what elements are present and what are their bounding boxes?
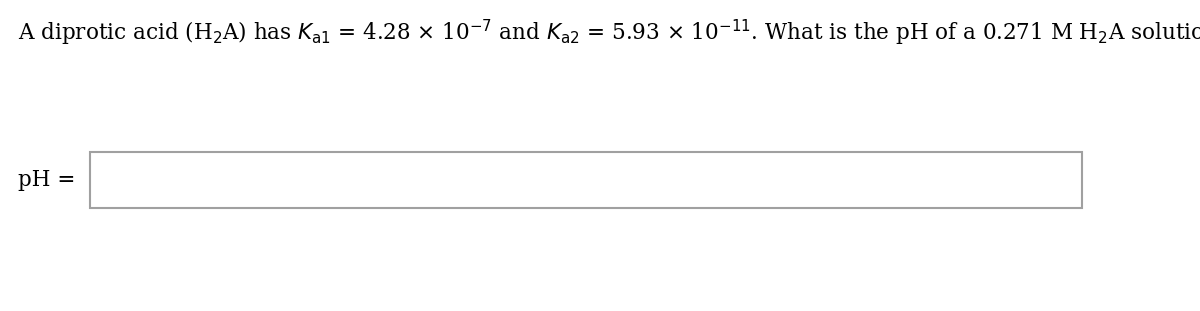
Text: pH =: pH = (18, 169, 76, 191)
FancyBboxPatch shape (90, 152, 1082, 208)
Text: A diprotic acid (H$_2$A) has $\mathit{K}_{\mathrm{a1}}$ = 4.28 $\times$ 10$^{-7}: A diprotic acid (H$_2$A) has $\mathit{K}… (18, 18, 1200, 48)
